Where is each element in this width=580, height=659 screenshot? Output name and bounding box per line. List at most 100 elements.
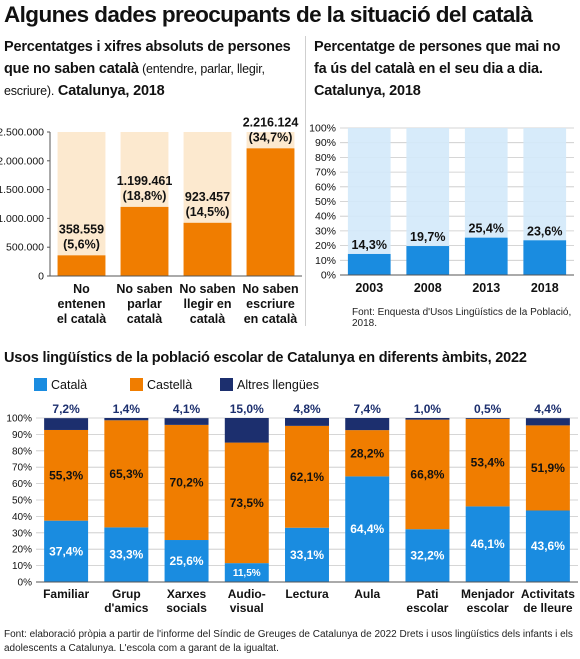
top-label: 7,4%	[354, 402, 382, 416]
bar-segment	[345, 476, 390, 582]
segment-label: 65,3%	[109, 467, 143, 481]
legend-swatch	[34, 378, 47, 391]
segment-label: 37,4%	[49, 544, 83, 558]
category-label: No saben	[242, 282, 298, 296]
value-label: 23,6%	[527, 224, 562, 238]
segment-label: 28,2%	[350, 446, 384, 460]
top-label: 7,2%	[52, 402, 80, 416]
left-chart-title-main: Percentatges i xifres absoluts de person…	[4, 39, 291, 77]
bar-segment	[164, 424, 209, 541]
percent-label: (5,6%)	[63, 237, 100, 251]
y-tick-label: 100%	[309, 123, 336, 135]
left-chart-title-tail: Catalunya, 2018	[54, 83, 165, 99]
y-tick-label: 80%	[315, 152, 336, 164]
bar-segment	[345, 430, 390, 477]
bar-segment	[405, 418, 450, 420]
category-label: No saben	[116, 282, 172, 296]
bar-segment	[465, 418, 510, 507]
bar-segment	[224, 563, 269, 582]
bar-segment	[345, 418, 390, 431]
value-label: 923.457	[185, 190, 230, 204]
bar-background	[57, 132, 106, 276]
bar-segment	[224, 418, 269, 443]
legend-swatch	[220, 378, 233, 391]
bar-segment	[104, 420, 149, 528]
category-label: entenen	[58, 297, 106, 311]
segment-label: 33,3%	[109, 548, 143, 562]
y-tick-label: 50%	[12, 496, 32, 507]
value-label: 2.216.124	[243, 115, 299, 129]
category-label: parlar	[127, 297, 162, 311]
legend-label: Castellà	[147, 378, 192, 392]
bar	[57, 255, 106, 276]
segment-label: 66,8%	[410, 467, 444, 481]
top-label: 0,5%	[474, 402, 502, 416]
segment-label: 62,1%	[290, 470, 324, 484]
chart-school-language-use: Català Castellà Altres llengües 0% 10% 20% 30%…	[6, 378, 578, 615]
bar	[246, 148, 295, 276]
y-tick-label: 90%	[12, 430, 32, 441]
category-label: No	[73, 282, 90, 296]
bottom-chart-title: Usos lingüístics de la població escolar …	[4, 350, 527, 366]
segment-label: 33,1%	[290, 548, 324, 562]
segment-label: 53,4%	[471, 456, 505, 470]
category-label: el català	[57, 312, 106, 326]
category-label: 2018	[531, 281, 559, 295]
left-chart-title: Percentatges i xifres absoluts de person…	[4, 36, 300, 102]
value-label: 1.199.461	[117, 174, 173, 188]
y-tick-label: 30%	[315, 225, 336, 237]
y-tick-label: 40%	[12, 512, 32, 523]
category-label: escolar	[406, 601, 448, 615]
percent-label: (14,5%)	[186, 205, 230, 219]
bar-segment	[104, 527, 149, 582]
y-tick-label: 0%	[321, 270, 336, 282]
category-label: Lectura	[285, 587, 329, 601]
top-label: 4,4%	[534, 402, 562, 416]
bar-segment	[405, 419, 450, 530]
top-label: 15,0%	[230, 402, 264, 416]
percent-label: (18,8%)	[123, 189, 167, 203]
bar-segment	[285, 418, 329, 426]
bar	[464, 237, 508, 275]
bar-segment	[44, 429, 89, 521]
page-title: Algunes dades preocupants de la situació…	[4, 2, 533, 27]
y-tick-label: 20%	[12, 545, 32, 556]
y-tick-label: 100%	[6, 414, 32, 425]
segment-label: 46,1%	[471, 537, 505, 551]
category-label: Menjador	[461, 587, 515, 601]
segment-label: 64,4%	[350, 522, 384, 536]
category-label: d'amics	[104, 601, 149, 615]
top-label: 4,8%	[293, 402, 321, 416]
category-label: 2008	[414, 281, 442, 295]
category-label: Aula	[354, 587, 380, 601]
y-tick-label: 2.500.000	[0, 127, 44, 139]
right-chart-title: Percentatge de persones que mai no fa ús…	[314, 39, 561, 99]
value-label: 19,7%	[410, 230, 445, 244]
bar	[347, 253, 391, 275]
bar-segment	[164, 540, 209, 582]
bar	[523, 240, 567, 275]
legend-label: Altres llengües	[237, 378, 319, 392]
category-label: Audio-	[228, 587, 266, 601]
bar-segment	[104, 418, 149, 421]
category-label: socials	[166, 601, 207, 615]
bar	[120, 206, 169, 276]
y-tick-label: 60%	[315, 181, 336, 193]
segment-label: 25,6%	[170, 554, 204, 568]
bar-segment	[164, 418, 209, 425]
y-tick-label: 80%	[12, 446, 32, 457]
top-label: 4,1%	[173, 402, 201, 416]
segment-label: 11,5%	[233, 568, 261, 579]
bar	[406, 246, 450, 275]
y-tick-label: 70%	[315, 167, 336, 179]
segment-label: 70,2%	[170, 475, 204, 489]
segment-label: 51,9%	[531, 461, 565, 475]
category-label: visual	[230, 601, 264, 615]
percent-label: (34,7%)	[249, 130, 293, 144]
bar-background	[347, 128, 391, 275]
category-label: Pati	[416, 587, 438, 601]
bar-segment	[44, 520, 89, 582]
category-label: de lleure	[523, 601, 573, 615]
segment-label: 73,5%	[230, 496, 264, 510]
category-label: escriure	[246, 297, 295, 311]
